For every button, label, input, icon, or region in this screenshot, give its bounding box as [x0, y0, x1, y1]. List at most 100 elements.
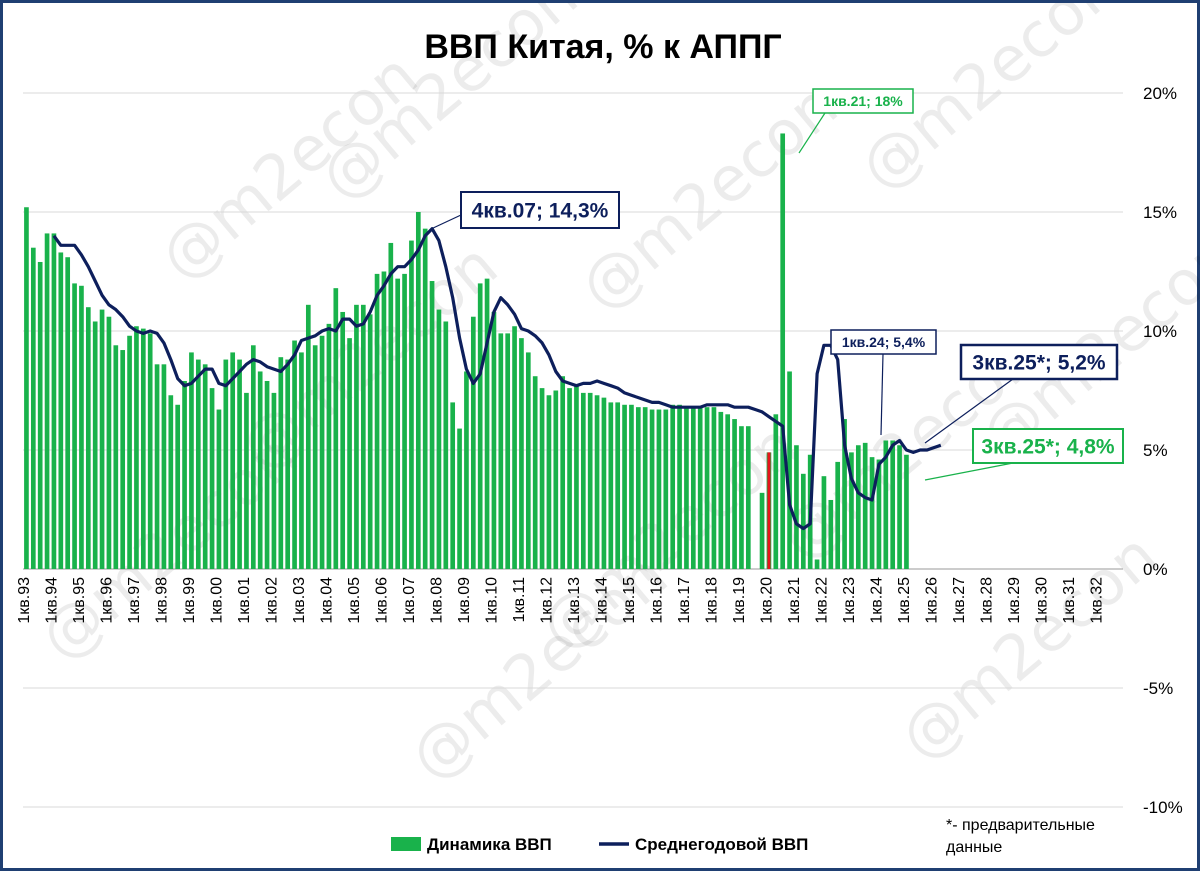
bar — [299, 352, 304, 569]
x-tick-label: 1кв.09 — [456, 577, 473, 624]
x-tick-label: 1кв.00 — [209, 577, 226, 624]
bar — [140, 328, 146, 569]
bar — [271, 392, 277, 569]
x-tick-label: 1кв.10 — [484, 577, 501, 624]
x-tick-label: 1кв.12 — [539, 577, 556, 624]
y-tick-label: 0% — [1143, 560, 1168, 579]
x-tick-label: 1кв.02 — [264, 577, 281, 624]
bar — [567, 388, 572, 569]
bar — [560, 376, 566, 569]
bar — [195, 359, 201, 569]
bar — [842, 419, 847, 569]
bar — [79, 285, 84, 569]
annotation-leader — [880, 353, 884, 436]
bar — [718, 411, 724, 569]
bar — [608, 402, 614, 569]
x-tick-label: 1кв.23 — [841, 577, 858, 624]
bar — [684, 407, 689, 569]
bar — [828, 499, 834, 569]
bar — [897, 445, 902, 569]
bar — [257, 371, 263, 569]
bar — [835, 461, 841, 569]
x-tick-label: 1кв.99 — [181, 577, 198, 624]
x-tick-label: 1кв.25 — [896, 577, 913, 624]
bar — [24, 207, 29, 570]
legend-label-bars: Динамика ВВП — [427, 835, 552, 854]
bar — [189, 352, 194, 569]
y-tick-label: 5% — [1143, 441, 1168, 460]
x-tick-label: 1кв.94 — [44, 577, 61, 624]
legend: Динамика ВВП Среднегодовой ВВП — [391, 835, 808, 854]
bar — [532, 376, 538, 569]
bar — [326, 323, 332, 569]
bar — [539, 388, 545, 569]
bar — [587, 392, 593, 569]
bar — [663, 409, 669, 569]
bar — [690, 407, 696, 569]
bar — [622, 404, 627, 569]
bar — [615, 402, 621, 569]
bar — [491, 311, 497, 569]
bar — [855, 445, 861, 569]
bar — [360, 304, 366, 569]
bar-series-gdp — [24, 133, 909, 570]
annotation-label: 3кв.25*; 4,8% — [981, 436, 1114, 459]
bar — [443, 321, 449, 569]
bar — [292, 340, 297, 569]
annotation-box — [830, 329, 937, 355]
annotation-box — [460, 191, 620, 229]
bar — [525, 352, 531, 569]
x-tick-label: 1кв.98 — [154, 577, 171, 624]
bar — [697, 407, 703, 569]
bar — [876, 459, 882, 569]
y-tick-label: -5% — [1143, 679, 1173, 698]
x-tick-label: 1кв.95 — [71, 577, 88, 624]
x-tick-label: 1кв.16 — [649, 577, 666, 624]
x-tick-label: 1кв.30 — [1034, 577, 1051, 624]
x-tick-label: 1кв.01 — [236, 577, 253, 624]
bar — [883, 440, 889, 569]
annotation-label: 1кв.24; 5,4% — [842, 334, 926, 350]
x-tick-label: 1кв.20 — [759, 577, 776, 624]
x-tick-label: 1кв.15 — [621, 577, 638, 624]
x-tick-label: 1кв.14 — [594, 577, 611, 624]
x-tick-label: 1кв.03 — [291, 577, 308, 624]
bar — [388, 242, 394, 569]
annotation-box — [812, 88, 914, 114]
bar — [904, 454, 909, 569]
bar — [457, 428, 462, 569]
bar — [367, 314, 373, 569]
bar — [869, 457, 875, 569]
x-axis: 1кв.93 1кв.94 1кв.95 1кв.96 1кв.97 1кв.98 1кв.… — [16, 577, 1106, 624]
annotation-leader — [924, 378, 1014, 444]
bar — [849, 452, 854, 569]
bar — [512, 326, 517, 569]
bar — [477, 283, 483, 569]
bar — [415, 212, 421, 569]
avg-gdp-line — [52, 227, 942, 531]
x-tick-label: 1кв.19 — [731, 577, 748, 624]
bar — [470, 316, 476, 569]
x-tick-label: 1кв.28 — [979, 577, 996, 624]
x-tick-label: 1кв.17 — [676, 577, 693, 624]
x-tick-label: 1кв.24 — [869, 577, 886, 624]
watermark-text: @m2econ — [886, 518, 1171, 774]
x-tick-label: 1кв.93 — [16, 577, 33, 624]
x-tick-label: 1кв.29 — [1006, 577, 1023, 624]
bar — [505, 333, 511, 569]
bar — [58, 252, 64, 569]
bar — [498, 333, 504, 569]
x-tick-label: 1кв.11 — [511, 577, 528, 623]
bar — [99, 309, 105, 569]
bar — [395, 278, 401, 569]
x-tick-label: 1кв.21 — [786, 577, 803, 624]
footnote-line: данные — [946, 839, 1002, 856]
x-tick-label: 1кв.06 — [374, 577, 391, 624]
bar — [134, 326, 139, 569]
bar — [759, 492, 765, 569]
bar — [285, 359, 291, 569]
annotation-label: 4кв.07; 14,3% — [472, 200, 609, 223]
bar — [340, 311, 346, 569]
bar — [711, 407, 717, 569]
bar — [580, 392, 586, 569]
